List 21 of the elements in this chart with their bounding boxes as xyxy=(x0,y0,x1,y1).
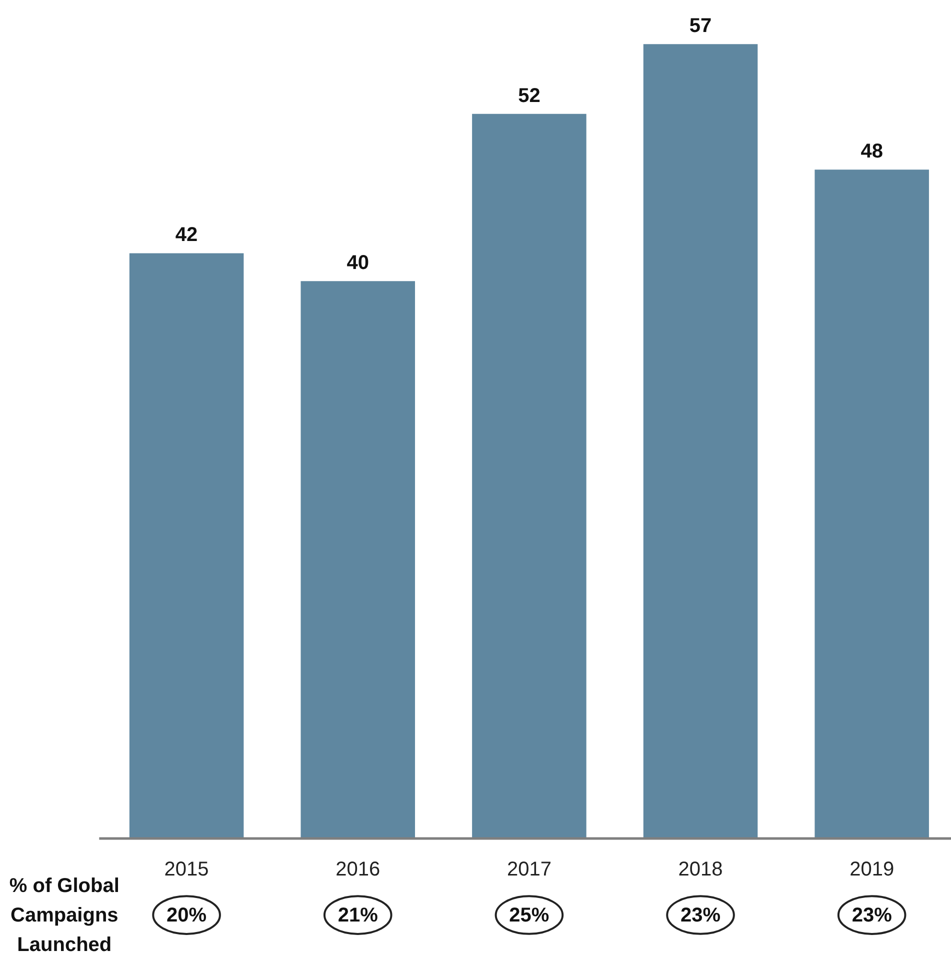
text: 20% xyxy=(166,904,207,926)
bar xyxy=(472,114,586,838)
x-tick-label: 2015 xyxy=(164,858,209,880)
data-label: 40 xyxy=(346,252,369,274)
x-tick-label: 2019 xyxy=(850,858,894,880)
data-label: 52 xyxy=(518,84,540,107)
bar xyxy=(643,44,758,838)
x-tick-label: 2017 xyxy=(506,858,552,880)
bar xyxy=(129,253,244,838)
data-label: 48 xyxy=(860,140,883,163)
data-label: 57 xyxy=(689,15,712,38)
x-tick-label: 2018 xyxy=(678,858,723,880)
text: 25% xyxy=(509,904,550,926)
text: % of Global Campaigns Launched xyxy=(9,874,120,956)
text: 21% xyxy=(338,904,378,926)
bar xyxy=(814,170,929,838)
data-label: 42 xyxy=(175,224,198,246)
text: 23% xyxy=(680,904,721,926)
text: 23% xyxy=(852,904,892,926)
bar xyxy=(300,281,416,838)
x-tick-label: 2016 xyxy=(336,858,380,880)
